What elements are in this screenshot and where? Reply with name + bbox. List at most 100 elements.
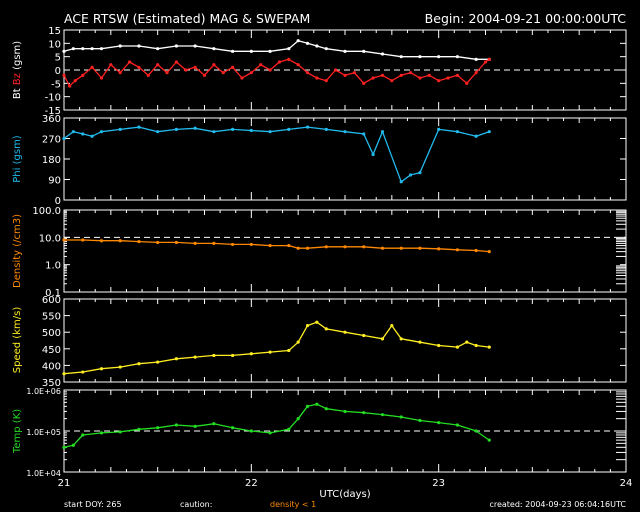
y-tick-label: 90 (48, 176, 61, 187)
data-point-bz (362, 81, 366, 85)
data-point-phi (287, 127, 291, 131)
data-point-speed (268, 350, 272, 354)
panel-5: 1.0E+06 1.0E+05 1.0E+04 Temp (K) 21 22 23 24 UTC… (12, 387, 632, 500)
y-label-part: Bt (12, 88, 23, 99)
y-tick-label: 360 (42, 114, 61, 125)
y-tick-label: 600 (42, 295, 61, 306)
data-point-speed (343, 330, 347, 334)
data-point-density (362, 245, 366, 249)
data-point-bz (99, 76, 104, 80)
y-tick-label: 5 (55, 53, 61, 64)
y-tick-label: 400 (42, 361, 61, 372)
data-point-bz (427, 73, 431, 77)
data-point-phi (408, 173, 413, 177)
data-point-phi (118, 127, 122, 131)
data-point-bt (418, 55, 422, 59)
y-tick-label: 10 (48, 39, 61, 50)
data-point-bt (287, 47, 291, 51)
y-axis-label: Phi (gsm) (12, 135, 23, 183)
y-axis-label: Density (/cm3) (12, 214, 23, 288)
data-point-phi (418, 171, 422, 175)
data-point-bt (193, 44, 197, 48)
data-point-phi (81, 132, 85, 136)
data-point-phi (90, 134, 94, 138)
y-tick-label: 100.0 (32, 206, 61, 217)
x-axis-label: UTC(days) (319, 489, 370, 500)
data-point-speed (137, 362, 141, 366)
data-point-bz (212, 63, 216, 67)
y-tick-label: -5 (51, 79, 61, 90)
y-tick-label: 10.0 (39, 233, 61, 244)
y-label-part: Bz (12, 73, 23, 88)
data-point-density (156, 240, 160, 245)
y-tick-label: 350 (42, 378, 61, 389)
data-point-bt (71, 47, 75, 51)
data-point-temp (455, 423, 459, 427)
data-point-bz (174, 60, 178, 64)
data-point-density (399, 246, 403, 250)
data-point-bz (277, 60, 282, 64)
data-point-temp (324, 407, 328, 411)
data-point-temp (343, 409, 347, 414)
data-point-density (249, 242, 253, 247)
data-point-density (418, 246, 422, 250)
y-label-part: (gsm) (12, 41, 23, 73)
data-point-bt (90, 47, 94, 51)
data-point-bz (73, 79, 77, 83)
y-tick-label: 0 (55, 66, 61, 77)
data-point-bz (137, 65, 141, 69)
data-point-bt (137, 44, 141, 48)
data-point-density (380, 246, 385, 250)
data-point-bt (62, 49, 66, 53)
y-axis-label-text: Speed (km/s) (12, 307, 23, 374)
data-point-bt (437, 55, 441, 59)
data-point-speed (315, 320, 319, 324)
y-axis-label-text: Density (/cm3) (12, 214, 23, 288)
data-point-speed (362, 333, 366, 338)
data-point-bt (399, 55, 403, 59)
data-point-speed (487, 345, 491, 349)
data-point-temp (362, 411, 366, 415)
data-point-phi (343, 130, 347, 134)
y-tick-label: 270 (42, 135, 61, 146)
data-point-bz (109, 63, 113, 67)
data-point-bz (81, 73, 85, 77)
data-point-density (474, 248, 478, 253)
y-tick-label: 500 (42, 328, 61, 339)
data-point-density (455, 248, 459, 252)
y-tick-label: -15 (45, 106, 61, 117)
data-point-bz (483, 60, 488, 64)
data-point-bz (296, 63, 300, 67)
data-point-bz (156, 63, 160, 67)
data-point-phi (137, 125, 141, 129)
data-point-bt (324, 47, 328, 51)
data-point-speed (390, 323, 394, 328)
density-caution-note: density < 1 (270, 500, 316, 509)
data-point-speed (62, 372, 66, 376)
data-point-bz (240, 76, 244, 80)
data-point-speed (174, 357, 178, 361)
data-point-bz (305, 71, 310, 75)
data-point-bz (437, 79, 441, 83)
data-point-phi (71, 130, 75, 134)
data-point-phi (174, 127, 178, 131)
data-point-phi (474, 134, 478, 138)
y-tick-label: 0.1 (45, 288, 61, 299)
data-point-phi (380, 130, 385, 134)
data-point-temp (231, 426, 235, 430)
created-timestamp: created: 2004-09-23 06:04:16UTC (489, 500, 626, 509)
data-point-bt (362, 49, 366, 53)
data-point-bz (408, 71, 413, 75)
data-point-density (118, 239, 122, 243)
panel-1: 15 10 5 0 -5 -10 -15 Bt Bz (gsm) (12, 26, 627, 117)
data-point-bt (231, 49, 235, 53)
y-axis-label-text: Temp (K) (12, 409, 23, 454)
data-point-temp (156, 426, 160, 430)
data-point-bz (202, 73, 207, 77)
data-point-temp (268, 431, 272, 435)
data-point-temp (315, 402, 319, 406)
data-point-phi (268, 130, 272, 134)
data-point-bt (380, 52, 385, 56)
data-point-bt (118, 44, 122, 48)
